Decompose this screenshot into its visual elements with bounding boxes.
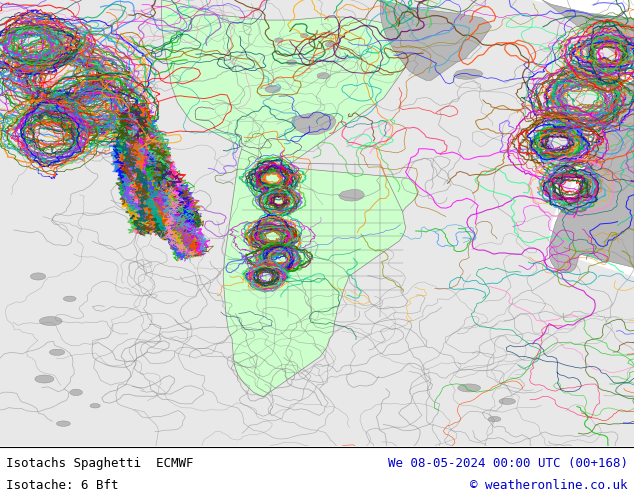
Text: Isotachs Spaghetti  ECMWF: Isotachs Spaghetti ECMWF	[6, 457, 194, 470]
Polygon shape	[325, 42, 334, 47]
Polygon shape	[56, 421, 70, 426]
Polygon shape	[339, 190, 365, 201]
Polygon shape	[488, 416, 501, 422]
Polygon shape	[63, 296, 76, 301]
Polygon shape	[49, 349, 65, 355]
Polygon shape	[458, 384, 481, 392]
Text: Isotache: 6 Bft: Isotache: 6 Bft	[6, 479, 119, 490]
Polygon shape	[35, 375, 54, 383]
Polygon shape	[162, 0, 434, 397]
Polygon shape	[265, 86, 280, 93]
Text: We 08-05-2024 00:00 UTC (00+168): We 08-05-2024 00:00 UTC (00+168)	[387, 457, 628, 470]
Polygon shape	[287, 60, 297, 65]
Polygon shape	[317, 73, 330, 79]
Polygon shape	[292, 112, 336, 135]
Polygon shape	[499, 398, 515, 404]
Polygon shape	[275, 38, 283, 42]
Polygon shape	[301, 33, 308, 38]
Polygon shape	[0, 0, 634, 446]
Polygon shape	[90, 404, 100, 408]
Text: © weatheronline.co.uk: © weatheronline.co.uk	[470, 479, 628, 490]
Polygon shape	[540, 141, 553, 150]
Polygon shape	[39, 317, 62, 325]
Polygon shape	[70, 389, 82, 395]
Polygon shape	[380, 0, 491, 80]
Polygon shape	[30, 273, 46, 280]
Polygon shape	[453, 69, 483, 79]
Polygon shape	[542, 0, 634, 273]
